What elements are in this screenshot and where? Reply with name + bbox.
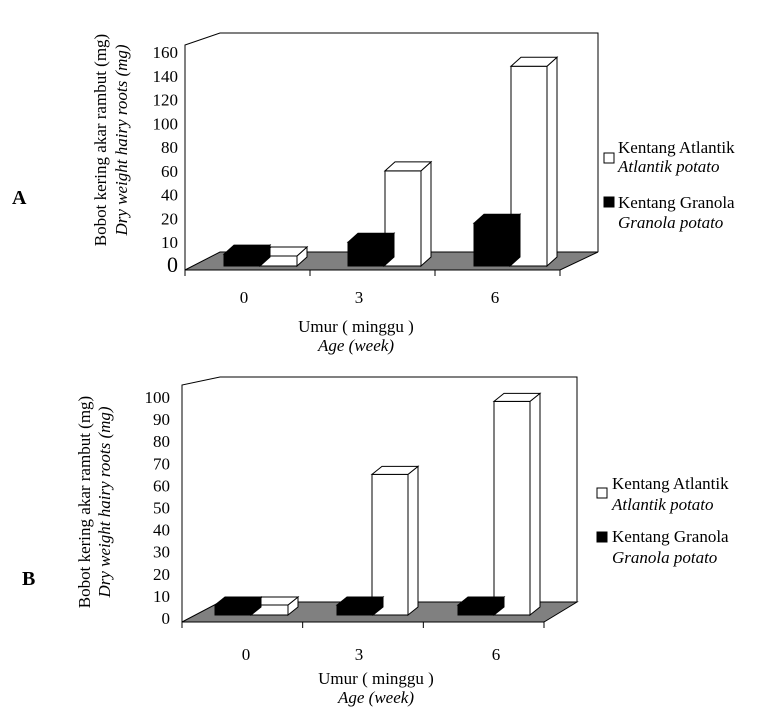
legend-label-granola: Kentang Granola [612,527,729,546]
legend-label-granola-en: Granola potato [612,548,717,567]
bar-granola-top [472,213,522,224]
x-tick-label: 6 [491,288,500,307]
bar-atlantik [492,392,542,617]
bar-granola-top [456,596,506,606]
y-tick-label: 50 [153,499,170,518]
x-tick-label: 0 [242,645,251,664]
bar-granola-front [336,604,374,616]
x-axis-ticks: 0 3 6 [181,622,545,664]
y-tick-label: 80 [153,432,170,451]
legend-label-atlantik-en: Atlantik potato [611,495,714,514]
bar-atlantik-front [371,473,409,616]
y-tick-label: 90 [153,410,170,429]
bar-granola [335,595,385,617]
bar-granola-front [214,604,252,616]
x-axis-label-en: Age (week) [337,688,414,707]
bar-atlantik [259,245,309,268]
y-tick-label: 100 [145,388,171,407]
y-tick-label: 70 [153,454,170,473]
y-axis-ticks: 0 10 20 30 40 50 60 70 80 90 100 [145,388,171,628]
bar-granola-top [346,232,396,243]
x-axis-label: Umur ( minggu ) [298,317,414,336]
panel-label: A [12,187,27,209]
legend: Kentang Atlantik Atlantik potato Kentang… [596,474,729,567]
bar-atlantik-side [420,160,432,268]
y-axis-label: Bobot kering akar rambut (mg) [75,396,94,608]
y-tick-label: 20 [161,209,178,228]
chart-frame [184,32,599,270]
y-axis-ticks: 010 20 40 60 80 100 120 140 160 [153,43,179,277]
bars [222,56,559,268]
bar-atlantik [370,465,420,617]
x-axis-label-en: Age (week) [317,336,394,355]
legend-swatch-granola [596,531,608,543]
legend-label-atlantik: Kentang Atlantik [618,138,735,157]
bar-granola-front [473,222,511,267]
y-axis-label-en: Dry weight hairy roots (mg) [95,406,114,598]
bar-atlantik-top [492,392,542,402]
bar-atlantik-side [546,56,558,268]
bar-granola-top [335,596,385,606]
y-tick-label: 160 [153,43,179,62]
y-tick-label: 60 [153,476,170,495]
bar-granola-front [347,241,385,267]
x-tick-label: 3 [355,645,364,664]
y-tick-label: 10 [153,587,170,606]
panel-label: B [22,568,35,590]
panel-b: B 0 10 20 30 40 50 60 70 80 90 100 0 3 6 Bobot kerin… [22,376,729,707]
legend-swatch-granola [603,196,615,208]
x-tick-label: 6 [492,645,501,664]
bar-granola-top [213,596,263,606]
y-tick-label: 40 [161,186,178,205]
legend-swatch-atlantik [603,152,615,164]
y-tick-label: 60 [161,162,178,181]
bar-granola [213,595,263,617]
y-tick-label: 40 [153,521,170,540]
bar-atlantik-side [529,392,541,617]
x-tick-label: 0 [240,288,249,307]
bar-granola-front [457,604,495,616]
bar-atlantik-top [509,56,559,67]
bar-granola-front [223,253,261,267]
bar-granola-top [222,244,272,255]
bar-granola [456,595,506,617]
legend-label-atlantik-en: Atlantik potato [617,157,720,176]
legend-swatch-atlantik [596,487,608,499]
y-tick-label: 100 [153,114,179,133]
x-axis-label: Umur ( minggu ) [318,669,434,688]
bar-atlantik-top [383,161,433,172]
y-axis-label-en: Dry weight hairy roots (mg) [112,44,131,236]
legend-label-atlantik: Kentang Atlantik [612,474,729,493]
x-axis-ticks: 0 3 6 [184,270,561,307]
y-tick-label: 10 [161,233,178,252]
y-tick-label: 20 [153,565,170,584]
bar-atlantik-front [493,400,531,616]
bar-granola [346,232,396,268]
bar-atlantik [383,160,433,268]
y-tick-label: 140 [153,67,179,86]
bar-granola [472,213,522,268]
y-tick-label: 120 [153,91,179,110]
x-tick-label: 3 [355,288,364,307]
y-tick-label: 0 [162,609,171,628]
y-tick-label: 30 [153,543,170,562]
y-tick-label: 0 [167,252,178,277]
y-tick-label: 80 [161,138,178,157]
legend-label-granola-en: Granola potato [618,213,723,232]
y-axis-label: Bobot kering akar rambut (mg) [91,34,110,246]
bar-atlantik-side [407,465,419,617]
bar-atlantik-top [370,465,420,475]
legend-label-granola: Kentang Granola [618,193,735,212]
bar-granola [222,243,272,268]
legend: Kentang Atlantik Atlantik potato Kentang… [603,138,735,232]
bars [213,392,542,617]
chart-frame [181,376,578,622]
